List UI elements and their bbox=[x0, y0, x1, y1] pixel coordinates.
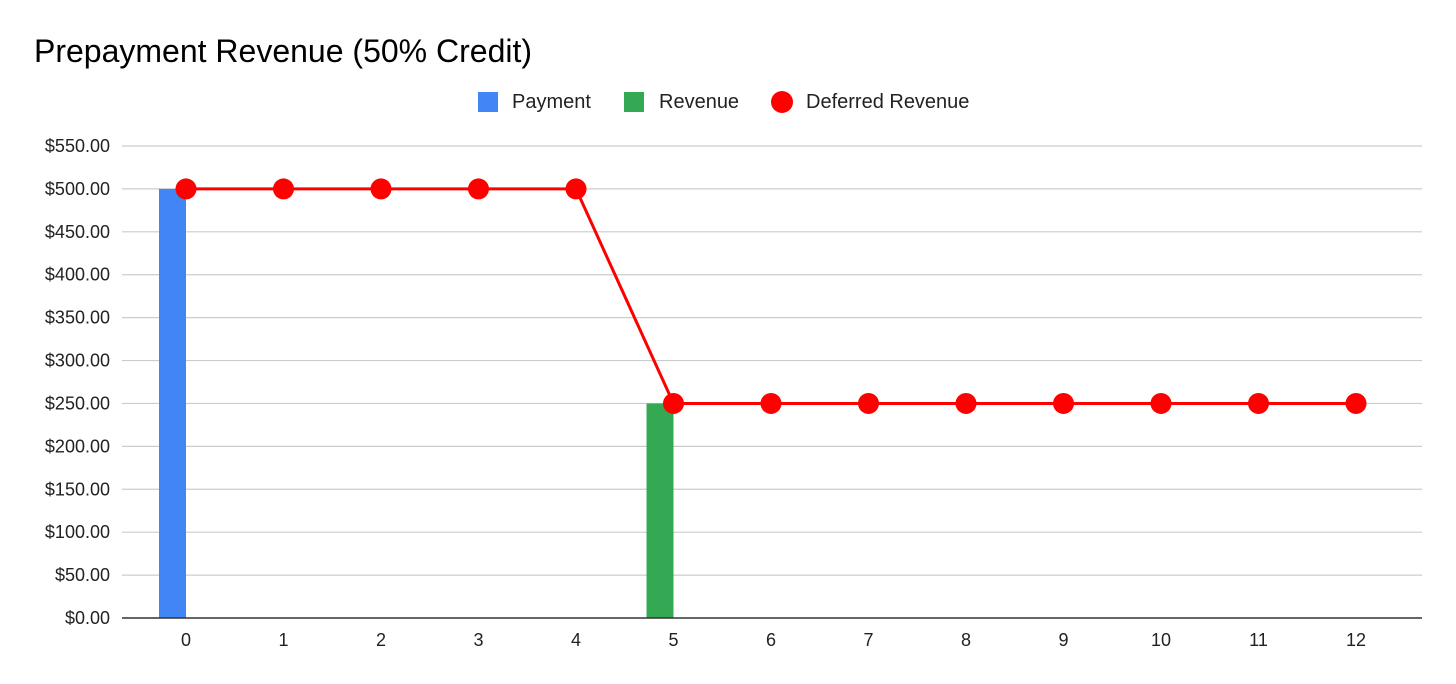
x-tick-label: 11 bbox=[1249, 630, 1268, 650]
y-axis-ticks: $0.00 $50.00 $100.00 $150.00 $200.00 $250.00 $… bbox=[45, 136, 110, 628]
data-point bbox=[1150, 392, 1172, 414]
x-tick-label: 5 bbox=[668, 630, 678, 650]
data-point bbox=[1345, 392, 1367, 414]
legend-swatch-revenue bbox=[624, 92, 644, 112]
data-point bbox=[175, 178, 197, 200]
data-point bbox=[273, 178, 294, 200]
data-point bbox=[1248, 392, 1269, 414]
legend-swatch-payment bbox=[478, 92, 498, 112]
y-tick-label: $100.00 bbox=[45, 522, 110, 542]
bars bbox=[159, 188, 674, 618]
y-tick-label: $0.00 bbox=[65, 608, 110, 628]
legend-label-revenue: Revenue bbox=[659, 91, 739, 113]
x-tick-label: 8 bbox=[961, 630, 971, 650]
bar-payment bbox=[159, 188, 186, 618]
x-tick-label: 0 bbox=[181, 630, 191, 650]
y-tick-label: $150.00 bbox=[45, 479, 110, 499]
data-point bbox=[370, 178, 392, 200]
x-tick-label: 12 bbox=[1346, 630, 1366, 650]
x-tick-label: 9 bbox=[1058, 630, 1068, 650]
x-tick-label: 3 bbox=[473, 630, 483, 650]
data-point bbox=[565, 178, 587, 200]
data-point bbox=[468, 178, 489, 200]
y-tick-label: $300.00 bbox=[45, 351, 110, 371]
deferred-revenue-series bbox=[175, 178, 1367, 414]
legend-label-payment: Payment bbox=[512, 91, 591, 113]
data-point bbox=[955, 392, 977, 414]
data-point bbox=[858, 392, 879, 414]
data-point bbox=[663, 392, 684, 414]
gridlines bbox=[122, 145, 1422, 576]
x-tick-label: 6 bbox=[766, 630, 776, 650]
x-tick-label: 1 bbox=[278, 630, 288, 650]
y-tick-label: $50.00 bbox=[55, 565, 110, 585]
data-point bbox=[1053, 392, 1074, 414]
data-point bbox=[760, 392, 782, 414]
x-tick-label: 10 bbox=[1151, 630, 1171, 650]
y-tick-label: $250.00 bbox=[45, 393, 110, 413]
y-tick-label: $450.00 bbox=[45, 222, 110, 242]
x-axis-ticks: 0 1 2 3 4 5 6 7 8 9 10 11 12 bbox=[181, 630, 1366, 650]
y-tick-label: $550.00 bbox=[45, 136, 110, 156]
y-tick-label: $400.00 bbox=[45, 265, 110, 285]
legend-label-deferred-revenue: Deferred Revenue bbox=[806, 91, 969, 113]
y-tick-label: $350.00 bbox=[45, 308, 110, 328]
series-line-deferred-revenue bbox=[186, 187, 1356, 405]
y-tick-label: $200.00 bbox=[45, 436, 110, 456]
x-tick-label: 7 bbox=[863, 630, 873, 650]
legend-swatch-deferred-revenue bbox=[771, 91, 793, 113]
bar-revenue bbox=[646, 403, 674, 618]
x-tick-label: 4 bbox=[571, 630, 581, 650]
x-tick-label: 2 bbox=[376, 630, 386, 650]
y-tick-label: $500.00 bbox=[45, 179, 110, 199]
chart-title: Prepayment Revenue (50% Credit) bbox=[34, 33, 532, 69]
legend: Payment Revenue Deferred Revenue bbox=[478, 91, 969, 113]
